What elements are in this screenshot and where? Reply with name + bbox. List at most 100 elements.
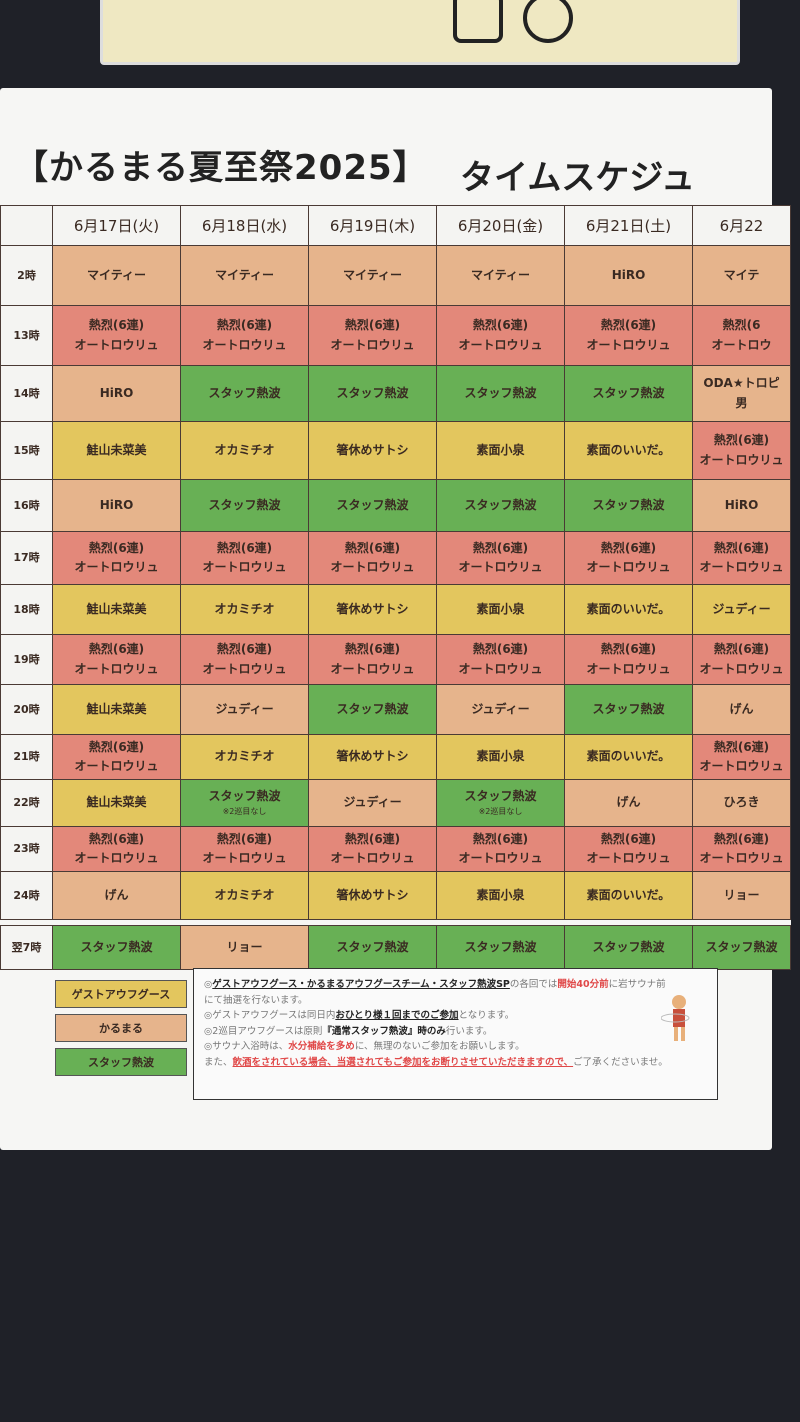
performer-name: 熱烈(6連) xyxy=(88,642,145,657)
performer-name: 素面のいいだ。 xyxy=(586,887,671,902)
performer-name: ODA★トロピ xyxy=(703,376,780,391)
slot-cell: 熱烈(6連) オートロウリュ xyxy=(436,531,565,585)
performer-name: げん xyxy=(104,887,129,902)
time-cell: 15時 xyxy=(0,421,53,480)
performer-name: スタッフ熱波 xyxy=(208,789,281,803)
slot-cell: 素面小泉 xyxy=(436,584,565,635)
schedule-row: 21時 熱烈(6連) オートロウリュ オカミチオ 箸休めサトシ 素面小泉 素面のいいだ。 熱烈… xyxy=(0,734,791,780)
slot-detail: オートロウリュ xyxy=(74,337,159,352)
performer-name: 素面小泉 xyxy=(476,887,525,902)
slot-cell: 熱烈(6連) オートロウリュ xyxy=(692,826,791,872)
slot-cell: 熱烈(6連) オートロウリュ xyxy=(692,531,791,585)
slot-cell: 素面小泉 xyxy=(436,421,565,480)
performer-name: リョー xyxy=(226,939,263,954)
note-text: ご了承くださいませ。 xyxy=(573,1056,668,1068)
slot-detail: オートロウリュ xyxy=(74,661,159,676)
time-cell: 13時 xyxy=(0,305,53,366)
slot-cell: HiRO xyxy=(692,479,791,532)
performer-name: 熱烈(6連) xyxy=(344,831,401,846)
slot-cell: 素面のいいだ。 xyxy=(564,421,693,480)
time-cell: 21時 xyxy=(0,734,53,780)
legend-item: スタッフ熱波 xyxy=(55,1048,187,1076)
note-text: に岩サウナ前 xyxy=(608,979,666,990)
slot-cell: スタッフ熱波 xyxy=(308,684,437,735)
slot-cell: げん xyxy=(564,779,693,827)
slot-cell: 熱烈(6 オートロウ xyxy=(692,305,791,366)
schedule-row: 22時 鮭山未菜美 スタッフ熱波 ※2巡目なし ジュディー スタッフ熱波 ※2巡目なし げん ひ… xyxy=(0,779,791,827)
performer-name: 熱烈(6連) xyxy=(600,318,657,333)
slot-cell: ひろき xyxy=(692,779,791,827)
slot-cell: 素面小泉 xyxy=(436,734,565,780)
day-header: 6月18日(水) xyxy=(180,205,309,246)
logo-circle-icon xyxy=(523,0,573,43)
slot-cell: スタッフ熱波 xyxy=(436,925,565,970)
slot-cell: げん xyxy=(52,871,181,920)
time-cell: 18時 xyxy=(0,584,53,635)
slot-detail: オートロウリュ xyxy=(74,759,159,773)
performer-name: 熱烈(6連) xyxy=(88,540,145,555)
slot-cell: 箸休めサトシ xyxy=(308,734,437,780)
performer-name: 箸休めサトシ xyxy=(336,749,409,764)
slot-cell: 熱烈(6連) オートロウリュ xyxy=(436,634,565,685)
slot-cell: 熱烈(6連) オートロウリュ xyxy=(308,531,437,585)
performer-name: 熱烈(6連) xyxy=(713,540,770,555)
performer-name: ジュディー xyxy=(343,795,402,810)
slot-cell: リョー xyxy=(180,925,309,970)
slot-cell: 熱烈(6連) オートロウリュ xyxy=(692,734,791,780)
slot-cell: 熱烈(6連) オートロウリュ xyxy=(52,734,181,780)
performer-name: スタッフ熱波 xyxy=(592,497,665,512)
performer-name: 素面のいいだ。 xyxy=(586,442,671,457)
slot-cell: HiRO xyxy=(52,365,181,422)
slot-detail: オートロウリュ xyxy=(699,452,784,467)
performer-name: オカミチオ xyxy=(214,887,275,902)
performer-name: 熱烈(6連) xyxy=(216,642,273,657)
slot-detail: オートロウリュ xyxy=(330,661,415,676)
slot-cell: スタッフ熱波 xyxy=(308,365,437,422)
performer-name: マイティー xyxy=(86,267,147,282)
slot-detail: オートロウリュ xyxy=(458,851,543,865)
performer-name: スタッフ熱波 xyxy=(592,701,665,716)
slot-cell: 熱烈(6連) オートロウリュ xyxy=(564,305,693,366)
day-header: 6月22 xyxy=(692,205,791,246)
slot-cell: 熱烈(6連) オートロウリュ xyxy=(52,826,181,872)
person-illustration-icon xyxy=(661,995,690,1041)
note-text: の各回では xyxy=(509,979,558,990)
schedule-row: 16時 HiRO スタッフ熱波 スタッフ熱波 スタッフ熱波 スタッフ熱波 HiRO xyxy=(0,479,791,532)
performer-name: オカミチオ xyxy=(214,601,275,616)
sauna-icon xyxy=(453,0,503,43)
performer-name: 熱烈(6連) xyxy=(216,831,273,846)
slot-cell: 箸休めサトシ xyxy=(308,421,437,480)
performer-name: スタッフ熱波 xyxy=(464,497,537,512)
note-emphasis: ゲストアウフグース・かるまるアウフグースチーム・スタッフ熱波SP xyxy=(212,979,510,990)
note-emphasis: 『通常スタッフ熱波』時のみ xyxy=(322,1025,446,1037)
slot-detail: ※2巡目なし xyxy=(478,807,523,817)
slot-cell: 鮭山未菜美 xyxy=(52,421,181,480)
slot-cell: 鮭山未菜美 xyxy=(52,779,181,827)
schedule-row: 15時 鮭山未菜美 オカミチオ 箸休めサトシ 素面小泉 素面のいいだ。 熱烈(6連) オートロ… xyxy=(0,421,791,480)
performer-name: 熱烈(6 xyxy=(722,318,761,333)
note-text: また、 xyxy=(204,1056,233,1068)
slot-cell: マイティー xyxy=(180,245,309,306)
performer-name: 素面小泉 xyxy=(476,601,525,616)
slot-cell: 熱烈(6連) オートロウリュ xyxy=(308,634,437,685)
slot-cell: 熱烈(6連) オートロウリュ xyxy=(308,826,437,872)
slot-cell: オカミチオ xyxy=(180,734,309,780)
performer-name: スタッフ熱波 xyxy=(80,939,153,954)
performer-name: ジュディー xyxy=(215,701,274,716)
slot-cell: ジュディー xyxy=(692,584,791,635)
performer-name: スタッフ熱波 xyxy=(336,939,409,954)
slot-detail: オートロウリュ xyxy=(74,851,159,865)
slot-detail: オートロウリュ xyxy=(202,337,287,352)
day-header: 6月21日(土) xyxy=(564,205,693,246)
slot-cell: スタッフ熱波 xyxy=(180,365,309,422)
day-header: 6月19日(木) xyxy=(308,205,437,246)
slot-cell: げん xyxy=(692,684,791,735)
performer-name: 熱烈(6連) xyxy=(713,831,770,846)
slot-cell: ODA★トロピ男 xyxy=(692,365,791,422)
slot-cell: スタッフ熱波 xyxy=(436,479,565,532)
slot-detail: オートロウリュ xyxy=(330,560,415,574)
performer-name: 熱烈(6連) xyxy=(88,831,145,846)
performer-name: 素面小泉 xyxy=(476,442,525,457)
note-highlight: 水分補給を多め xyxy=(288,1041,355,1052)
time-cell: 23時 xyxy=(0,826,53,872)
